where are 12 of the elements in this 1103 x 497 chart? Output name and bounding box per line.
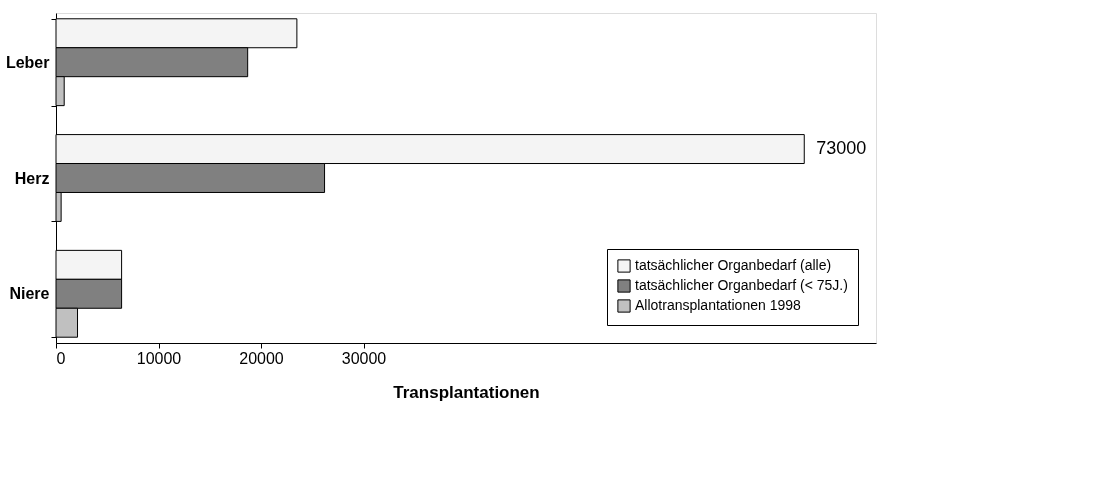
x-tick-label: 0 [56, 349, 66, 367]
y-tick-label: Herz [14, 169, 50, 187]
x-axis-title: Transplantationen [393, 382, 540, 402]
x-tick-label: 10000 [136, 349, 182, 367]
legend-label: tatsächlicher Organbedarf (alle) [635, 257, 832, 273]
y-tick-label: Niere [9, 285, 50, 303]
data-label: 73000 [816, 138, 867, 159]
x-tick-label: 30000 [341, 349, 387, 367]
legend-label: tatsächlicher Organbedarf (< 75J.) [635, 277, 848, 293]
y-tick-label: Leber [5, 53, 50, 71]
legend-label: Allotransplantationen 1998 [635, 297, 802, 313]
x-tick-label: 20000 [239, 349, 284, 367]
